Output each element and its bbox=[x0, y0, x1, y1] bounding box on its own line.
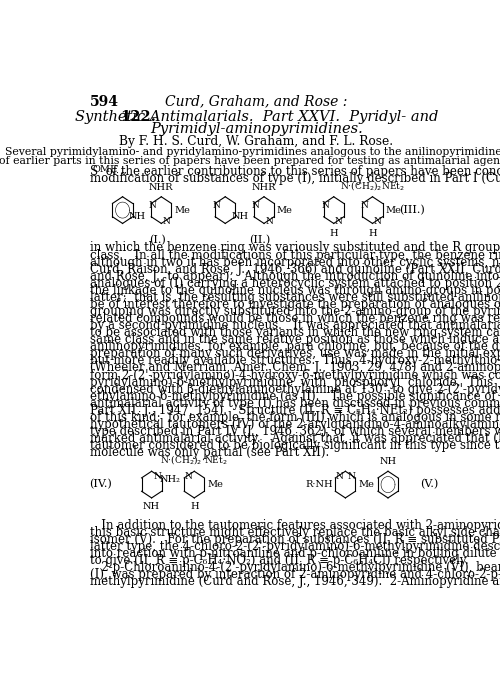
Text: of the earlier contributions to this series of papers have been concerned with t: of the earlier contributions to this ser… bbox=[102, 165, 500, 178]
Text: and Rose, J., to appear).   Although the introduction of quinoline into the mole: and Rose, J., to appear). Although the i… bbox=[90, 270, 500, 282]
Text: NH: NH bbox=[128, 213, 146, 221]
Text: isomer (V).   For the preparation of substances (II, R ≡ substituted Ph) corresp: isomer (V). For the preparation of subst… bbox=[90, 533, 500, 546]
Text: but more readily available structures.  Thus, 4-hydroxy-2-methylthio-6-methylpyr: but more readily available structures. T… bbox=[90, 354, 500, 367]
Text: into reaction with p-nitroaniline and p-chloroaniline in boiling dilute hydrochl: into reaction with p-nitroaniline and p-… bbox=[90, 547, 500, 559]
Text: Part XII, J., 1947, 154).   Structure (II, R ≡ C₅H₄·NEt₂) possesses additional p: Part XII, J., 1947, 154). Structure (II,… bbox=[90, 404, 500, 417]
Text: NHR: NHR bbox=[252, 183, 276, 191]
Text: same class and in the same relative position as those which induce activity in t: same class and in the same relative posi… bbox=[90, 333, 500, 346]
Text: N: N bbox=[336, 472, 344, 481]
Text: analogues of (I) carrying a heterocyclic system attached to position 2 of the py: analogues of (I) carrying a heterocyclic… bbox=[90, 277, 500, 290]
Text: Me: Me bbox=[386, 206, 401, 215]
Text: related compounds would be those in which the benzene ring was replaced either b: related compounds would be those in whic… bbox=[90, 312, 500, 325]
Text: modification of substances of type (I), initially described in Part I (Curd and : modification of substances of type (I), … bbox=[90, 172, 500, 185]
Text: (Wheeler and Merriam, Amer. Chem. J., 1903, 29, 478) and 2-aminopyridine were co: (Wheeler and Merriam, Amer. Chem. J., 19… bbox=[90, 361, 500, 374]
Text: in which the benzene ring was variously substituted and the R group was of the a: in which the benzene ring was variously … bbox=[90, 242, 500, 255]
Text: form 2-(2'-pyridylamino)-4-hydroxy-6-methylpyrimidine which was converted into 4: form 2-(2'-pyridylamino)-4-hydroxy-6-met… bbox=[90, 369, 500, 382]
Text: latter type, the 4-chloro-2-(2'-pyridylamino)-6-methylpyrimidine described above: latter type, the 4-chloro-2-(2'-pyridyla… bbox=[90, 540, 500, 553]
Text: N: N bbox=[360, 201, 368, 210]
Text: Me: Me bbox=[277, 206, 292, 215]
Text: antimalarial activity of type (I) has been discussed in previous communications : antimalarial activity of type (I) has be… bbox=[90, 397, 500, 409]
Text: H: H bbox=[368, 229, 377, 238]
Text: 122.: 122. bbox=[120, 110, 156, 124]
Text: be of interest therefore to investigate the preparation of analogues of (I) in w: be of interest therefore to investigate … bbox=[90, 298, 500, 311]
Text: Curd, Graham, and Rose :: Curd, Graham, and Rose : bbox=[165, 94, 348, 109]
Text: (V.): (V.) bbox=[420, 479, 438, 490]
Text: NH₂: NH₂ bbox=[160, 475, 180, 483]
Text: latter;  that is, the resulting substances were still substituted anilinopyrimid: latter; that is, the resulting substance… bbox=[90, 291, 500, 304]
Text: N: N bbox=[154, 472, 162, 481]
Text: pyridylamino)-6-methylpyrimidine  with  phosphoryl  chloride.  This  chloropyrim: pyridylamino)-6-methylpyrimidine with ph… bbox=[90, 375, 500, 388]
Text: the linkage to the quinoline nucleus was through amino-groups in positions 5, 6,: the linkage to the quinoline nucleus was… bbox=[90, 284, 500, 297]
Text: this basic structure might effectively replace the basic alkyl side chain of (I): this basic structure might effectively r… bbox=[90, 526, 500, 538]
Text: of earlier parts in this series of papers have been prepared for testing as anti: of earlier parts in this series of paper… bbox=[0, 155, 500, 166]
Text: by a second pyrimidine nucleus.   It was appreciated that antimalarial activity : by a second pyrimidine nucleus. It was a… bbox=[90, 319, 500, 332]
Text: of this kind;  for example, the form (III) which is analogous in some respects t: of this kind; for example, the form (III… bbox=[90, 411, 500, 424]
Text: Me: Me bbox=[207, 480, 223, 489]
Text: NHR: NHR bbox=[149, 183, 174, 191]
Text: Several pyrimidylamino- and pyridylamino-pyrimidines analogous to the anilinopyr: Several pyrimidylamino- and pyridylamino… bbox=[5, 147, 500, 157]
Text: marked antimalarial activity.   Against that, it was appreciated that (IV) was n: marked antimalarial activity. Against th… bbox=[90, 432, 500, 445]
Text: N$\cdot$(CH$_2$)$_2$NEt$_2$: N$\cdot$(CH$_2$)$_2$NEt$_2$ bbox=[340, 179, 405, 191]
Text: R·NH: R·NH bbox=[305, 480, 332, 489]
Text: N: N bbox=[149, 201, 156, 210]
Text: grouping was directly substituted into the 2-amino-group of the pyrimidine.   Th: grouping was directly substituted into t… bbox=[90, 305, 500, 318]
Text: N: N bbox=[252, 201, 260, 210]
Text: N: N bbox=[184, 472, 192, 481]
Text: H: H bbox=[330, 229, 338, 238]
Text: to give (II, R ≡ p-C₆H₄·NO₂) and (II, R ≡ p-C₆H₄Cl) respectively.: to give (II, R ≡ p-C₆H₄·NO₂) and (II, R … bbox=[90, 554, 468, 567]
Text: although in two it has been incorporated into other cyclic systems, namely, naph: although in two it has been incorporated… bbox=[90, 255, 500, 269]
Text: condensed with β-diethylaminoethylamine at 130° to give 2-(2'-pyridylamino)-4-β-: condensed with β-diethylaminoethylamine … bbox=[90, 383, 500, 396]
Text: N: N bbox=[213, 201, 220, 210]
Text: N: N bbox=[374, 217, 382, 226]
Text: N$\cdot$(CH$_2$)$_2$$\cdot$NEt$_2$: N$\cdot$(CH$_2$)$_2$$\cdot$NEt$_2$ bbox=[160, 453, 228, 466]
Text: (III.): (III.) bbox=[399, 205, 425, 215]
Text: OME: OME bbox=[92, 165, 118, 174]
Text: N: N bbox=[162, 217, 170, 226]
Text: (I), was prepared by interaction of 2-aminopyridine and 4-chloro-2-p-chloroanili: (I), was prepared by interaction of 2-am… bbox=[90, 568, 500, 581]
Text: NH: NH bbox=[143, 502, 160, 511]
Text: In addition to the tautomeric features associated with 2-aminopyridine, it was c: In addition to the tautomeric features a… bbox=[90, 519, 500, 532]
Text: ethylamino-6-methylpyrimidine (as II).   The possible significance of prototropy: ethylamino-6-methylpyrimidine (as II). T… bbox=[90, 390, 500, 403]
Text: S: S bbox=[90, 165, 98, 178]
Text: (I.): (I.) bbox=[149, 235, 166, 245]
Text: preparation of many such derivatives, use was made in the initial experiments of: preparation of many such derivatives, us… bbox=[90, 348, 500, 361]
Text: H: H bbox=[190, 502, 198, 511]
Text: type described in Part IV (J., 1946, 362), of which several members were notable: type described in Part IV (J., 1946, 362… bbox=[90, 425, 500, 438]
Text: N: N bbox=[347, 472, 355, 481]
Text: N: N bbox=[335, 217, 342, 226]
Text: methylpyrimidine (Curd and Rose, J., 1946, 349).  2-Aminopyridine and 4-chloro-2: methylpyrimidine (Curd and Rose, J., 194… bbox=[90, 575, 500, 588]
Text: to be associated with those variants in which the new ring system carried substi: to be associated with those variants in … bbox=[90, 326, 500, 340]
Text: tautomer considered to be biologically significant in this type since the conjug: tautomer considered to be biologically s… bbox=[90, 439, 500, 452]
Text: molecule was only partial (see Part XII).: molecule was only partial (see Part XII)… bbox=[90, 446, 329, 459]
Text: class.   In all the modifications of this particular type, the benzene ring has : class. In all the modifications of this … bbox=[90, 249, 500, 261]
Text: NH: NH bbox=[380, 457, 396, 466]
Text: 594: 594 bbox=[90, 94, 118, 109]
Text: (IV.): (IV.) bbox=[90, 479, 112, 490]
Text: 2-p-Chloroanilino-4-(2'-pyridylamino)-6-methylpyrimidine (VI), bearing the same : 2-p-Chloroanilino-4-(2'-pyridylamino)-6-… bbox=[90, 561, 500, 574]
Text: Synthetic Antimalarials.  Part XXVI.  Pyridyl- and: Synthetic Antimalarials. Part XXVI. Pyri… bbox=[74, 110, 438, 124]
Text: By F. H. S. Curd, W. Graham, and F. L. Rose.: By F. H. S. Curd, W. Graham, and F. L. R… bbox=[119, 135, 394, 148]
Text: N: N bbox=[322, 201, 329, 210]
Text: Me: Me bbox=[174, 206, 190, 215]
Text: Me: Me bbox=[358, 480, 374, 489]
Text: anilinopyrimidines, for example, para chlorine, but, because of the difficulties: anilinopyrimidines, for example, para ch… bbox=[90, 340, 500, 353]
Text: (II.): (II.) bbox=[250, 235, 271, 245]
Text: NH: NH bbox=[232, 213, 248, 221]
Text: Pyrimidyl-aminopyrimidines.: Pyrimidyl-aminopyrimidines. bbox=[150, 122, 362, 136]
Text: Curd, Raison, and Rose, J., 1946, 366) and quinoline (Part XXII, Curd, Graham, R: Curd, Raison, and Rose, J., 1946, 366) a… bbox=[90, 263, 500, 276]
Text: hypothetical tautomers (IV) of the 2-arylguanidino-4-aminoalkylamino-6-methylpyr: hypothetical tautomers (IV) of the 2-ary… bbox=[90, 418, 500, 431]
Text: N: N bbox=[265, 217, 273, 226]
